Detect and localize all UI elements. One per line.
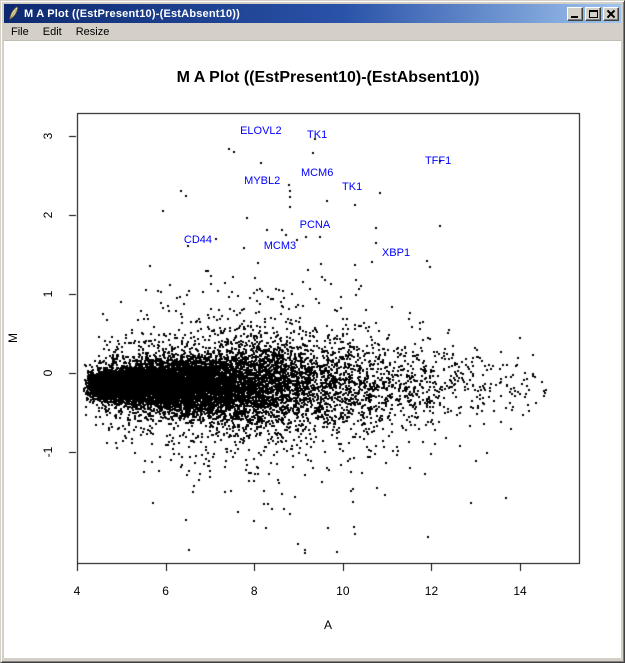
- y-tick-label: 2: [41, 211, 55, 219]
- minimize-icon: [571, 15, 578, 18]
- minimize-button[interactable]: [567, 6, 583, 21]
- x-tick-label: 4: [73, 584, 81, 598]
- x-tick-label: 12: [424, 584, 439, 598]
- close-button[interactable]: [603, 6, 619, 21]
- y-tick-label: 3: [41, 132, 55, 140]
- r-feather-icon: [6, 6, 21, 21]
- plot-area: M A Plot ((EstPresent10)-(EstAbsent10)) …: [4, 41, 621, 658]
- gene-label-MCM3: MCM3: [263, 239, 297, 252]
- y-axis-label: M: [6, 333, 20, 343]
- gene-label-TFF1: TFF1: [424, 155, 452, 168]
- y-tick-label: -1: [41, 446, 55, 458]
- x-tick-label: 8: [250, 584, 258, 598]
- gene-label-TK1: TK1: [342, 181, 363, 194]
- menu-resize[interactable]: Resize: [75, 25, 110, 38]
- gene-label-XBP1: XBP1: [381, 246, 411, 259]
- gene-label-TK1: TK1: [307, 129, 328, 142]
- gene-label-ELOVL2: ELOVL2: [240, 125, 282, 138]
- x-tick-label: 10: [336, 584, 350, 598]
- gene-label-MYBL2: MYBL2: [244, 175, 281, 187]
- window-controls: [567, 6, 619, 21]
- y-tick-label: 0: [41, 369, 55, 377]
- x-axis-label: A: [323, 618, 333, 632]
- scatter-canvas: [4, 41, 621, 658]
- menubar: File Edit Resize: [4, 23, 621, 41]
- titlebar: M A Plot ((EstPresent10)-(EstAbsent10)): [4, 4, 621, 23]
- maximize-icon: [588, 9, 598, 18]
- menu-edit[interactable]: Edit: [42, 25, 62, 38]
- x-tick-label: 14: [513, 584, 527, 598]
- gene-label-MCM6: MCM6: [300, 167, 334, 180]
- y-tick-label: 1: [41, 290, 55, 298]
- close-icon: [607, 10, 615, 18]
- maximize-button[interactable]: [585, 6, 601, 21]
- gene-label-CD44: CD44: [183, 234, 213, 247]
- gene-label-PCNA: PCNA: [299, 219, 331, 232]
- x-tick-label: 6: [162, 584, 169, 598]
- window-title: M A Plot ((EstPresent10)-(EstAbsent10)): [24, 7, 241, 20]
- menu-file[interactable]: File: [11, 25, 29, 38]
- plot-title: M A Plot ((EstPresent10)-(EstAbsent10)): [176, 69, 480, 86]
